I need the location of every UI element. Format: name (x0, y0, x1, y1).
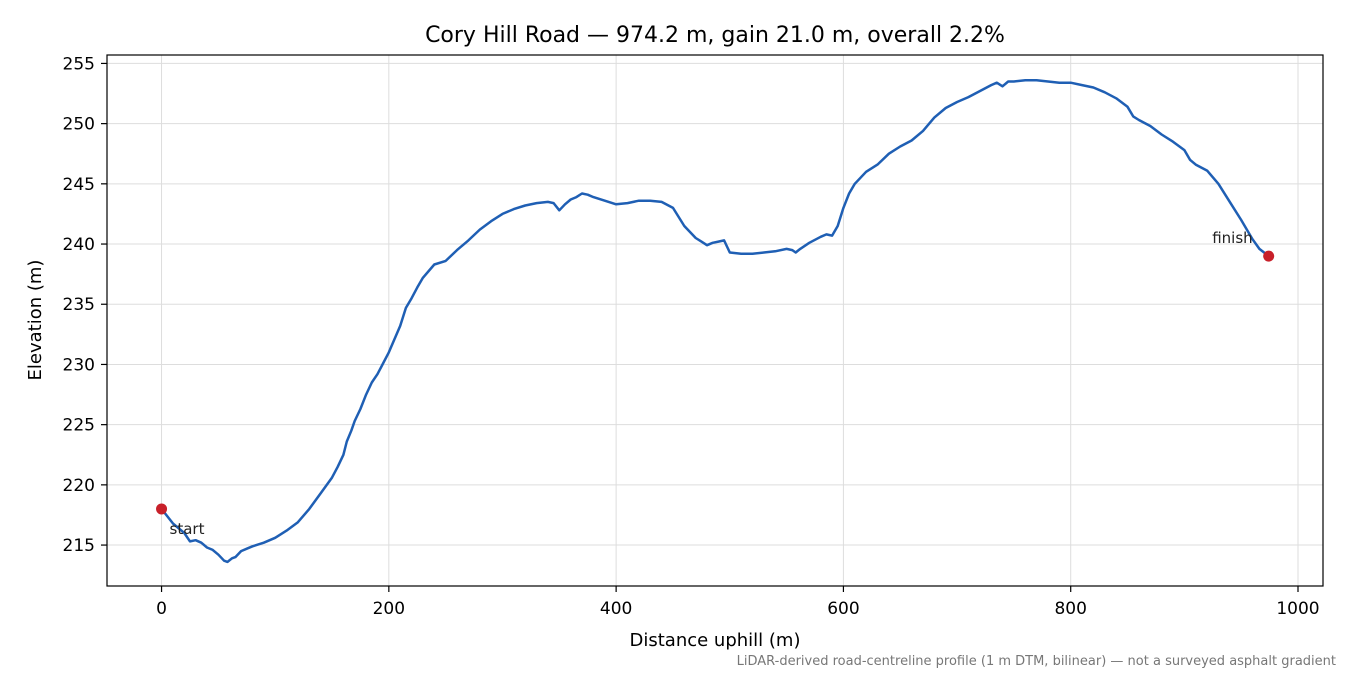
y-tick-label: 220 (63, 476, 95, 496)
y-axis-label: Elevation (m) (25, 260, 46, 381)
start-marker (156, 503, 168, 515)
x-tick-label: 600 (827, 599, 859, 619)
finish-marker (1263, 250, 1275, 262)
y-tick-label: 240 (63, 235, 95, 255)
start-label: start (170, 520, 205, 538)
x-tick-label: 1000 (1276, 599, 1319, 619)
y-tick-label: 235 (63, 295, 95, 315)
x-tick-label: 0 (156, 599, 167, 619)
plot-area: start finish (156, 79, 1275, 564)
y-tick-label: 225 (63, 416, 95, 436)
x-tick-label: 800 (1054, 599, 1086, 619)
x-tick-label: 200 (373, 599, 405, 619)
x-tick-label: 400 (600, 599, 632, 619)
elevation-line (160, 79, 1270, 564)
finish-label: finish (1212, 229, 1252, 247)
grid (107, 55, 1323, 586)
y-tick-label: 215 (63, 536, 95, 556)
axis-ticks: 0 200 400 600 800 1000 215 220 225 230 235 240 245 25… (63, 54, 1320, 619)
footnote: LiDAR-derived road-centreline profile (1… (737, 654, 1336, 669)
y-tick-label: 255 (63, 54, 95, 74)
x-axis-label: Distance uphill (m) (630, 630, 801, 651)
plot-frame (106, 54, 1324, 587)
y-tick-label: 250 (63, 115, 95, 135)
chart-title: Cory Hill Road — 974.2 m, gain 21.0 m, o… (425, 23, 1005, 48)
y-tick-label: 245 (63, 175, 95, 195)
y-tick-label: 230 (63, 355, 95, 375)
